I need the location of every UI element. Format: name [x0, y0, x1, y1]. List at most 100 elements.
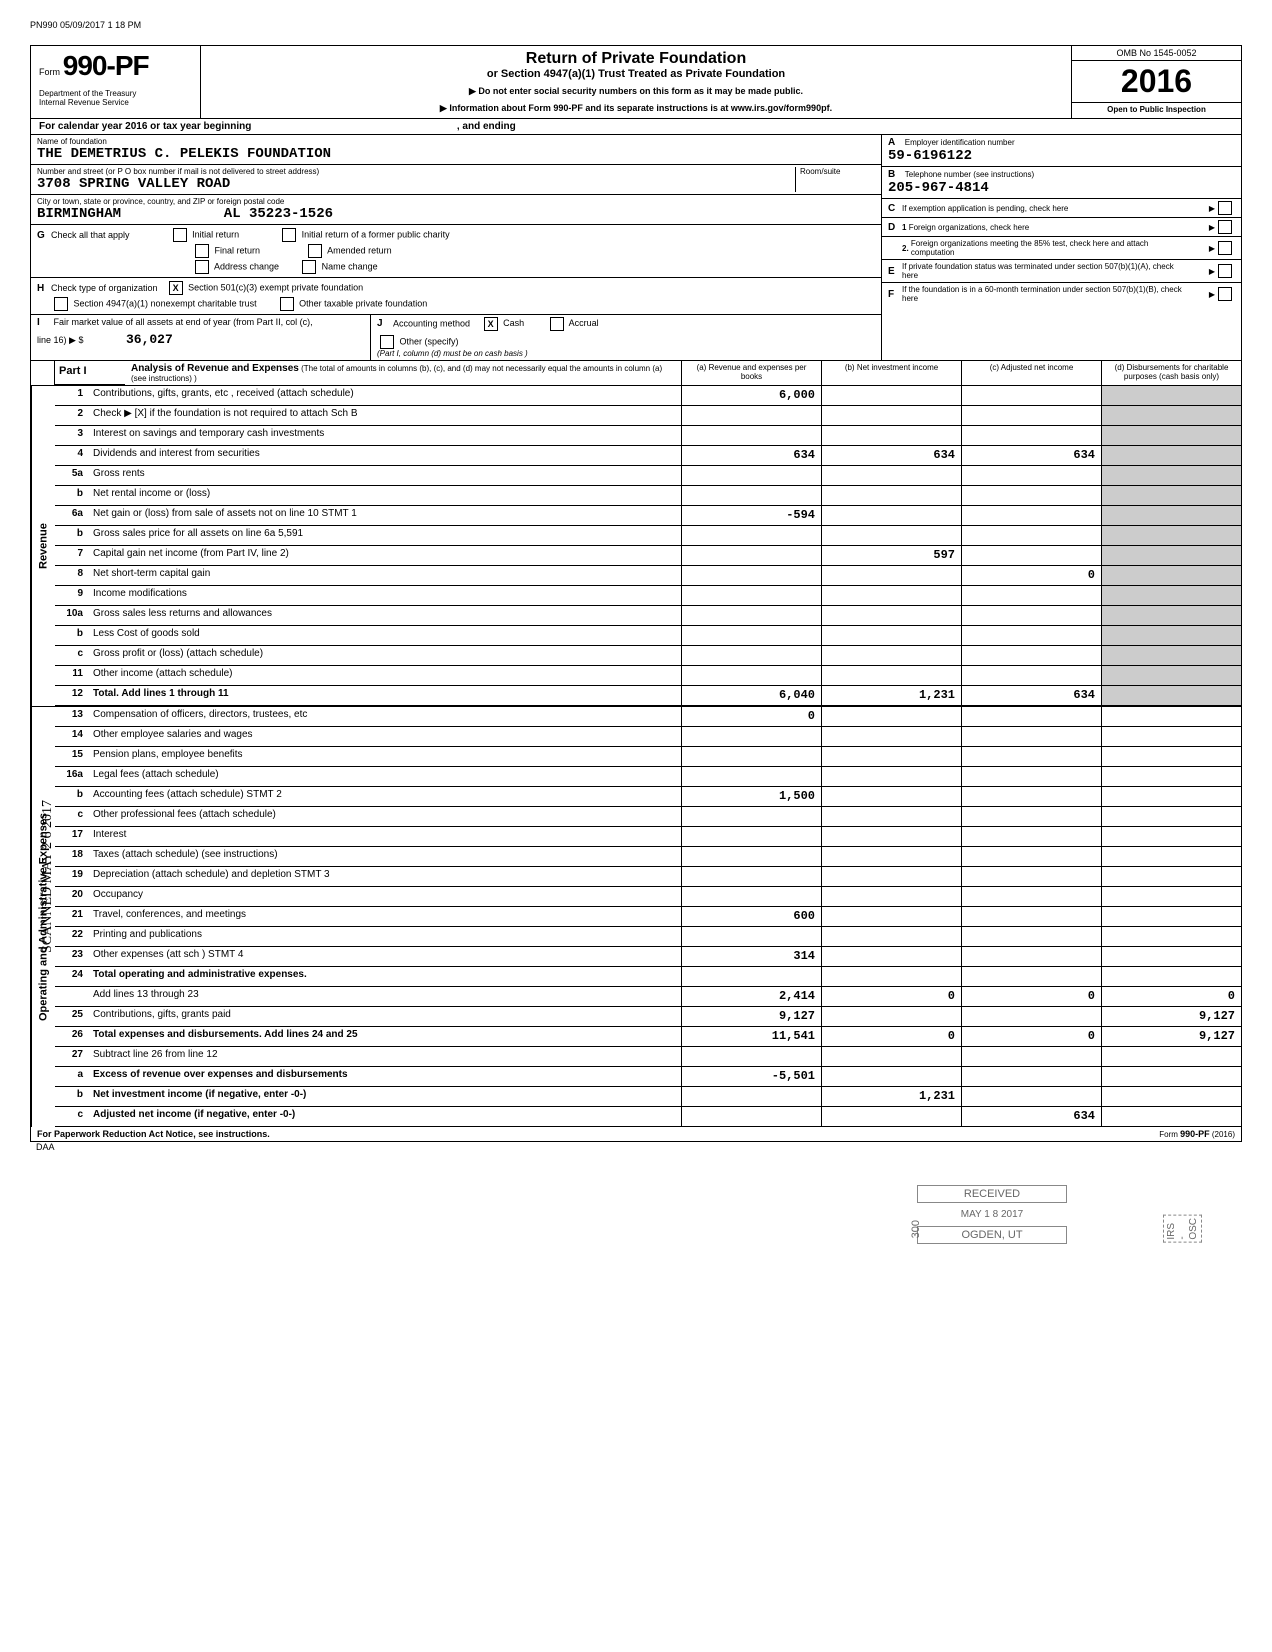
d2-checkbox[interactable]	[1218, 241, 1232, 255]
data-cell-d	[1101, 947, 1241, 966]
table-row: 11Other income (attach schedule)	[55, 666, 1241, 686]
data-cell-b	[821, 566, 961, 585]
data-cell-b	[821, 887, 961, 906]
city-label: City or town, state or province, country…	[37, 197, 875, 206]
data-cell-c	[961, 807, 1101, 826]
f-checkbox[interactable]	[1218, 287, 1232, 301]
4947-checkbox[interactable]	[54, 297, 68, 311]
h-label: Check type of organization	[51, 283, 158, 293]
data-cell-d	[1101, 927, 1241, 946]
initial-return-checkbox[interactable]	[173, 228, 187, 242]
line-number: 23	[55, 947, 89, 966]
data-cell-c	[961, 747, 1101, 766]
data-cell-b	[821, 1047, 961, 1066]
data-cell-b	[821, 827, 961, 846]
data-cell-d	[1101, 466, 1241, 485]
data-cell-b	[821, 606, 961, 625]
data-cell-a	[681, 546, 821, 565]
data-cell-c	[961, 406, 1101, 425]
initial-former-checkbox[interactable]	[282, 228, 296, 242]
phone-value: 205-967-4814	[888, 180, 1235, 196]
line-number: 4	[55, 446, 89, 465]
data-cell-d	[1101, 707, 1241, 726]
room-label: Room/suite	[800, 167, 875, 176]
data-cell-c	[961, 867, 1101, 886]
line-number: b	[55, 526, 89, 545]
name-label: Name of foundation	[37, 137, 875, 146]
line-description: Gross profit or (loss) (attach schedule)	[89, 646, 681, 665]
data-cell-d	[1101, 546, 1241, 565]
data-cell-c	[961, 666, 1101, 685]
line-description: Compensation of officers, directors, tru…	[89, 707, 681, 726]
amended-checkbox[interactable]	[308, 244, 322, 258]
d2-label: Foreign organizations meeting the 85% te…	[911, 239, 1161, 257]
title-box: Return of Private Foundation or Section …	[201, 46, 1071, 118]
table-row: 3Interest on savings and temporary cash …	[55, 426, 1241, 446]
cash-checkbox[interactable]: X	[484, 317, 498, 331]
form-number: 990-PF	[63, 50, 149, 81]
data-cell-c: 0	[961, 987, 1101, 1006]
data-cell-b	[821, 386, 961, 405]
name-change-checkbox[interactable]	[302, 260, 316, 274]
irs-osc-stamp: IRS - OSC	[1163, 1215, 1202, 1243]
f-row: F If the foundation is in a 60-month ter…	[882, 283, 1241, 305]
other-taxable-checkbox[interactable]	[280, 297, 294, 311]
line-description: Capital gain net income (from Part IV, l…	[89, 546, 681, 565]
line-number	[55, 987, 89, 1006]
col-d-header: (d) Disbursements for charitable purpose…	[1101, 361, 1241, 385]
d1-checkbox[interactable]	[1218, 220, 1232, 234]
data-cell-d: 9,127	[1101, 1027, 1241, 1046]
501c3-checkbox[interactable]: X	[169, 281, 183, 295]
table-row: 15Pension plans, employee benefits	[55, 747, 1241, 767]
line-description: Occupancy	[89, 887, 681, 906]
data-cell-a	[681, 626, 821, 645]
accrual-checkbox[interactable]	[550, 317, 564, 331]
data-cell-b: 0	[821, 1027, 961, 1046]
data-cell-d	[1101, 967, 1241, 986]
table-row: bNet investment income (if negative, ent…	[55, 1087, 1241, 1107]
received-label: RECEIVED	[917, 1185, 1067, 1203]
table-row: 22Printing and publications	[55, 927, 1241, 947]
table-row: bAccounting fees (attach schedule) STMT …	[55, 787, 1241, 807]
final-return-checkbox[interactable]	[195, 244, 209, 258]
omb-box: OMB No 1545-0052 2016 Open to Public Ins…	[1071, 46, 1241, 118]
data-cell-c	[961, 707, 1101, 726]
fmv-row: I Fair market value of all assets at end…	[31, 315, 881, 360]
data-cell-d	[1101, 586, 1241, 605]
tax-year: 2016	[1072, 61, 1241, 103]
line-description: Interest on savings and temporary cash i…	[89, 426, 681, 445]
data-cell-a: 0	[681, 707, 821, 726]
address-change-checkbox[interactable]	[195, 260, 209, 274]
line-number: 26	[55, 1027, 89, 1046]
data-cell-a	[681, 867, 821, 886]
name-row: Name of foundation THE DEMETRIUS C. PELE…	[31, 135, 881, 165]
line-description: Other expenses (att sch ) STMT 4	[89, 947, 681, 966]
data-cell-d	[1101, 1107, 1241, 1126]
other-specify-checkbox[interactable]	[380, 335, 394, 349]
data-cell-c: 634	[961, 446, 1101, 465]
initial-return-label: Initial return	[192, 229, 239, 239]
data-cell-d	[1101, 787, 1241, 806]
other-taxable-label: Other taxable private foundation	[299, 298, 427, 308]
data-cell-b	[821, 586, 961, 605]
data-cell-c	[961, 426, 1101, 445]
line-description: Dividends and interest from securities	[89, 446, 681, 465]
line-number: 14	[55, 727, 89, 746]
line-description: Legal fees (attach schedule)	[89, 767, 681, 786]
table-row: 18Taxes (attach schedule) (see instructi…	[55, 847, 1241, 867]
irs-label: Internal Revenue Service	[39, 99, 192, 108]
city: BIRMINGHAM	[37, 206, 121, 222]
data-cell-c	[961, 486, 1101, 505]
e-checkbox[interactable]	[1218, 264, 1232, 278]
table-row: 4Dividends and interest from securities 6…	[55, 446, 1241, 466]
data-cell-d	[1101, 686, 1241, 705]
data-cell-c	[961, 767, 1101, 786]
table-row: bNet rental income or (loss)	[55, 486, 1241, 506]
e-label: If private foundation status was termina…	[902, 262, 1182, 280]
data-cell-d	[1101, 426, 1241, 445]
c-checkbox[interactable]	[1218, 201, 1232, 215]
data-cell-d	[1101, 747, 1241, 766]
data-cell-a	[681, 1107, 821, 1126]
line-number: b	[55, 1087, 89, 1106]
amended-label: Amended return	[327, 245, 392, 255]
